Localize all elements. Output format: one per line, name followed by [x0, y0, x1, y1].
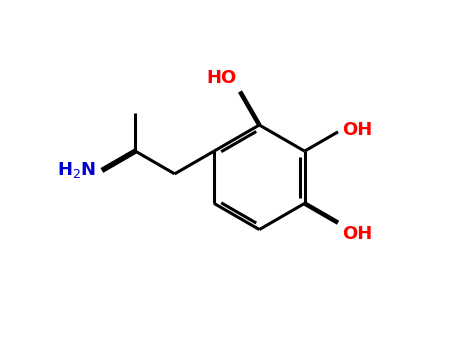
Text: HO: HO	[206, 69, 236, 87]
Text: OH: OH	[342, 225, 372, 243]
Text: H$_2$N: H$_2$N	[57, 160, 96, 181]
Text: OH: OH	[342, 120, 372, 139]
